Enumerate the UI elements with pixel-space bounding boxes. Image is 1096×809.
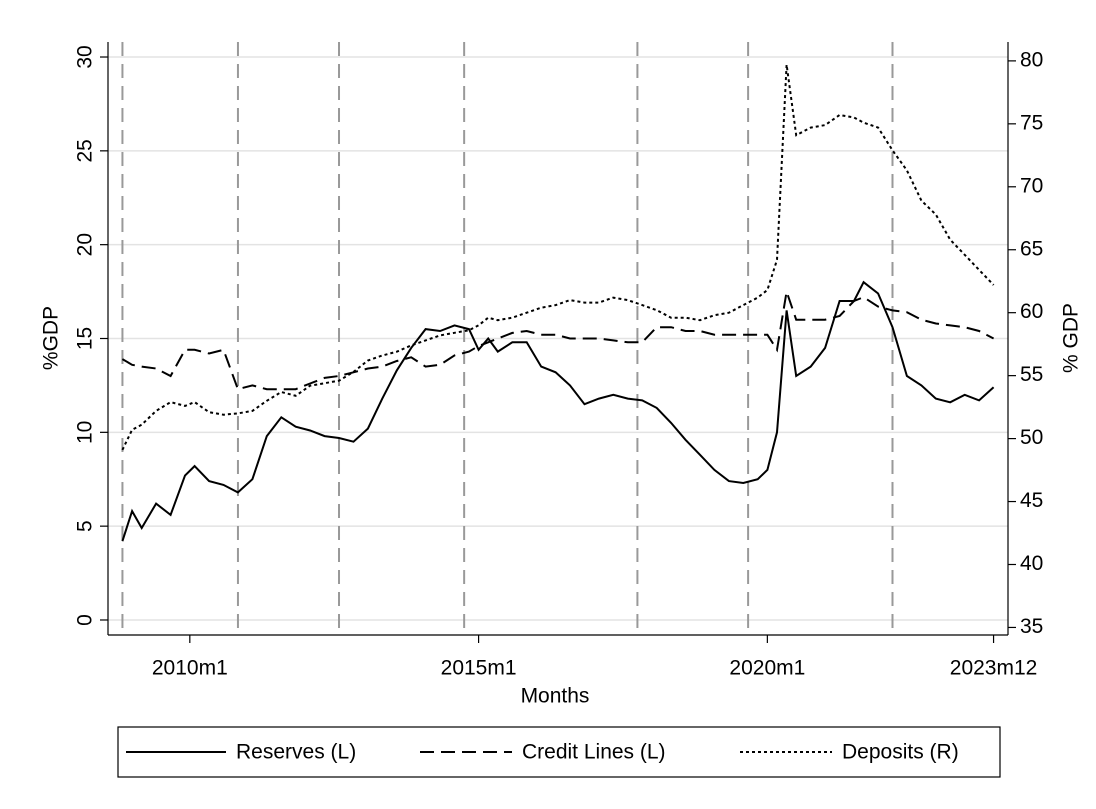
y2-tick-label: 40 — [1020, 552, 1043, 575]
y-tick-label: 15 — [74, 327, 97, 350]
y2-tick-label: 75 — [1020, 111, 1043, 134]
y2-tick-label: 55 — [1020, 363, 1043, 386]
y-tick-label: 5 — [74, 520, 97, 532]
x-axis-title: Months — [521, 685, 590, 708]
legend-label: Deposits (R) — [842, 741, 959, 764]
y-tick-label: 20 — [74, 233, 97, 256]
x-tick-label: 2023m12 — [950, 657, 1038, 680]
legend-label: Reserves (L) — [236, 741, 356, 764]
y2-tick-label: 60 — [1020, 300, 1043, 323]
y2-tick-label: 70 — [1020, 174, 1043, 197]
y2-axis-title: % GDP — [1060, 303, 1083, 373]
y-tick-label: 10 — [74, 421, 97, 444]
y2-tick-label: 50 — [1020, 426, 1043, 449]
x-tick-label: 2020m1 — [729, 657, 805, 680]
y2-tick-label: 35 — [1020, 615, 1043, 638]
series-line — [121, 280, 995, 542]
legend-box — [117, 726, 1001, 778]
y2-tick-label: 45 — [1020, 489, 1043, 512]
y-axis-title: %GDP — [40, 306, 63, 370]
y2-tick-label: 65 — [1020, 237, 1043, 260]
y-tick-label: 30 — [74, 45, 97, 68]
x-tick-label: 2010m1 — [152, 657, 228, 680]
x-tick-label: 2015m1 — [441, 657, 517, 680]
series-line — [121, 64, 995, 451]
y2-tick-label: 80 — [1020, 48, 1043, 71]
y-tick-label: 25 — [74, 139, 97, 162]
y-tick-label: 0 — [74, 614, 97, 626]
legend-label: Credit Lines (L) — [522, 741, 666, 764]
series-line — [121, 291, 995, 391]
